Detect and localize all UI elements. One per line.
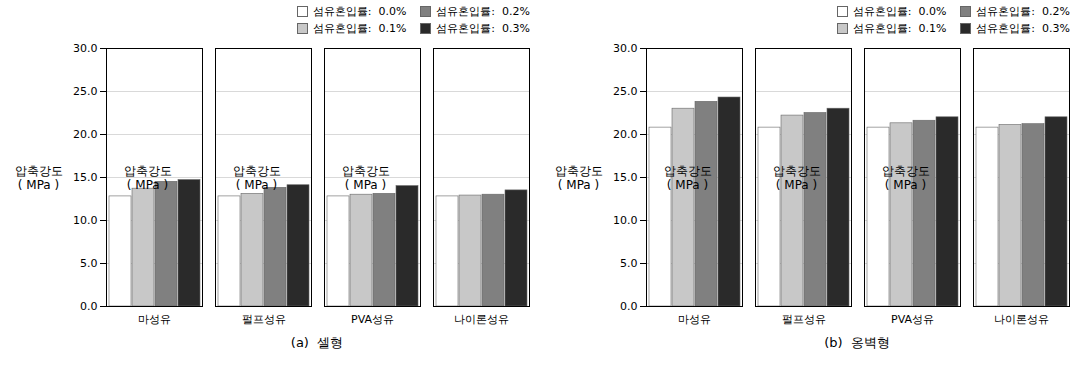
svg-text:압축강도( MPa ): 압축강도( MPa )	[664, 164, 712, 192]
svg-text:마성유: 마성유	[138, 313, 171, 326]
svg-text:마성유: 마성유	[678, 313, 711, 326]
html-text:(b) 옹벽형: (b) 옹벽형	[824, 335, 890, 350]
svg-text:나이론성유: 나이론성유	[994, 313, 1049, 326]
html-text:섬유혼입률: 0.3%: 섬유혼입률: 0.3%	[976, 22, 1070, 35]
svg-text:PVA성유: PVA성유	[351, 313, 394, 326]
svg-text:0.0: 0.0	[80, 300, 98, 313]
svg-text:압축강도( MPa ): 압축강도( MPa )	[233, 164, 281, 192]
svg-text:펄프성유: 펄프성유	[782, 313, 826, 326]
svg-text:압축강도( MPa ): 압축강도( MPa )	[15, 164, 63, 192]
svg-text:펄프성유: 펄프성유	[242, 313, 286, 326]
svg-text:압축강도( MPa ): 압축강도( MPa )	[882, 164, 930, 192]
svg-text:20.0: 20.0	[73, 128, 98, 141]
svg-text:30.0: 30.0	[613, 42, 638, 55]
svg-text:5.0: 5.0	[620, 257, 638, 270]
html-text:섬유혼입률: 0.3%: 섬유혼입률: 0.3%	[436, 22, 530, 35]
html-text:섬유혼입률: 0.1%: 섬유혼입률: 0.1%	[312, 22, 407, 35]
svg-text:5.0: 5.0	[80, 257, 98, 270]
html-text:섬유혼입률: 0.1%: 섬유혼입률: 0.1%	[852, 22, 947, 35]
svg-text:압축강도( MPa ): 압축강도( MPa )	[124, 164, 172, 192]
svg-text:나이론성유: 나이론성유	[454, 313, 509, 326]
svg-text:압축강도( MPa ): 압축강도( MPa )	[555, 164, 603, 192]
svg-text:15.0: 15.0	[73, 171, 98, 184]
svg-text:20.0: 20.0	[613, 128, 638, 141]
html-text:섬유혼입률: 0.0%: 섬유혼입률: 0.0%	[852, 5, 947, 18]
svg-text:30.0: 30.0	[73, 42, 98, 55]
svg-text:PVA성유: PVA성유	[891, 313, 934, 326]
html-text:(a) 셀형: (a) 셀형	[290, 335, 344, 350]
svg-text:0.0: 0.0	[620, 300, 638, 313]
svg-text:압축강도( MPa ): 압축강도( MPa )	[342, 164, 390, 192]
svg-text:25.0: 25.0	[73, 85, 98, 98]
html-text:섬유혼입률: 0.0%: 섬유혼입률: 0.0%	[312, 5, 407, 18]
html-text:섬유혼입률: 0.2%: 섬유혼입률: 0.2%	[436, 5, 530, 18]
svg-text:10.0: 10.0	[613, 214, 638, 227]
svg-text:15.0: 15.0	[613, 171, 638, 184]
svg-text:10.0: 10.0	[73, 214, 98, 227]
svg-text:25.0: 25.0	[613, 85, 638, 98]
svg-text:압축강도( MPa ): 압축강도( MPa )	[773, 164, 821, 192]
html-text:섬유혼입률: 0.2%: 섬유혼입률: 0.2%	[976, 5, 1070, 18]
